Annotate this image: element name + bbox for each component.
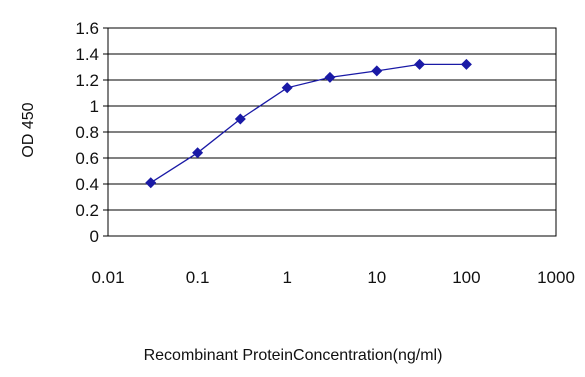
data-point-marker — [324, 71, 336, 83]
x-tick-label: 0.01 — [91, 268, 124, 287]
y-tick-label: 1 — [90, 97, 99, 116]
y-tick-label: 0.6 — [75, 149, 99, 168]
data-point-marker — [281, 82, 293, 94]
x-axis-title: Recombinant ProteinConcentration(ng/ml) — [144, 347, 443, 364]
y-tick-label: 0.8 — [75, 123, 99, 142]
y-axis-title: OD 450 — [20, 102, 37, 157]
y-tick-label: 1.2 — [75, 71, 99, 90]
gridlines — [103, 27, 556, 237]
y-tick-labels: 0 0.2 0.4 0.6 0.8 1 1.2 1.4 1.6 — [75, 19, 99, 246]
series-line — [150, 63, 467, 184]
data-point-marker — [192, 147, 204, 159]
data-point-marker — [371, 65, 383, 77]
y-tick-label: 1.4 — [75, 45, 99, 64]
data-point-marker — [145, 177, 157, 189]
y-tick-label: 0.2 — [75, 201, 99, 220]
data-point-marker — [234, 113, 246, 125]
x-tick-label: 1000 — [537, 268, 575, 287]
y-tick-label: 1.6 — [75, 19, 99, 38]
data-point-marker — [414, 58, 426, 70]
x-tick-label: 1 — [282, 268, 291, 287]
y-tick-label: 0.4 — [75, 175, 99, 194]
x-tick-label: 100 — [452, 268, 480, 287]
series-layer — [145, 58, 472, 189]
x-tick-label: 0.1 — [186, 268, 210, 287]
data-point-marker — [460, 58, 472, 70]
x-tick-label: 10 — [367, 268, 386, 287]
y-tick-label: 0 — [90, 227, 99, 246]
x-tick-labels: 0.01 0.1 1 10 100 1000 — [91, 268, 574, 287]
